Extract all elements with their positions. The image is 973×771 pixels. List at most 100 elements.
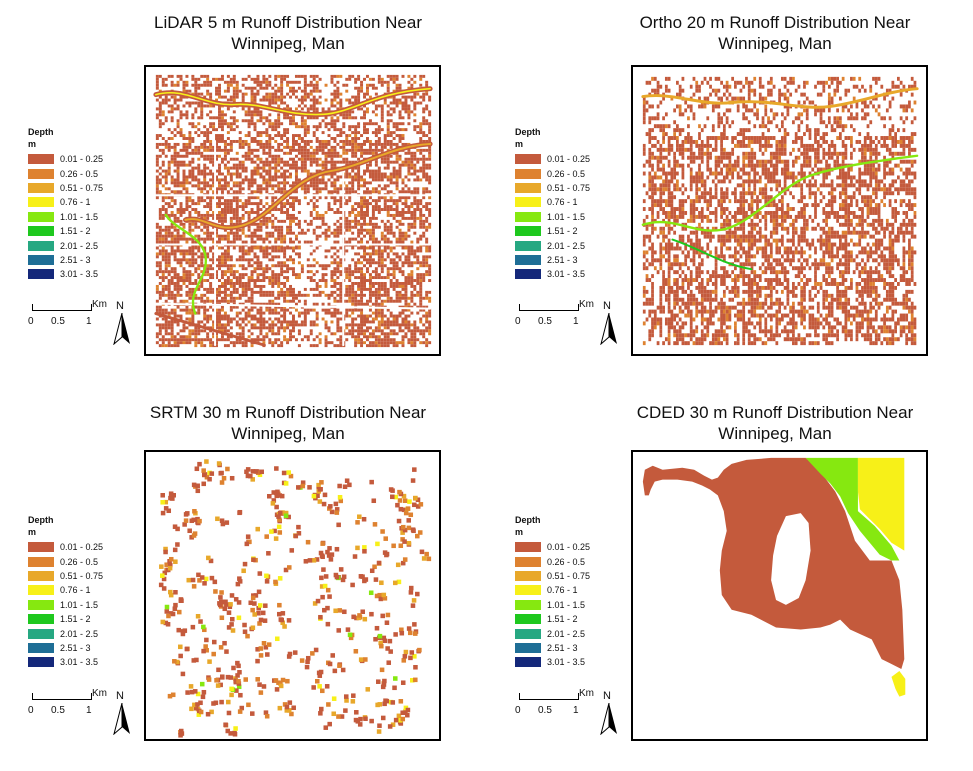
legend-swatch	[515, 182, 541, 193]
legend-swatch	[28, 168, 54, 179]
north-label: N	[603, 690, 611, 702]
north-label: N	[116, 690, 124, 702]
scale-tick-label: 0	[515, 705, 521, 716]
legend-item: 2.01 - 2.5	[28, 626, 103, 640]
legend: Depth m 0.01 - 0.25 0.26 - 0.5 0.51 - 0.75 0.…	[28, 126, 103, 282]
legend-item: 0.01 - 0.25	[28, 152, 103, 166]
runoff-map-ortho	[641, 76, 919, 346]
legend-item: 0.01 - 0.25	[515, 152, 590, 166]
legend-swatch	[28, 657, 54, 668]
panel-lidar: LiDAR 5 m Runoff Distribution Near Winni…	[0, 0, 486, 381]
legend-item: 1.51 - 2	[515, 224, 590, 238]
legend-item: 0.76 - 1	[28, 195, 103, 209]
legend-swatch	[28, 570, 54, 581]
legend-label: 0.26 - 0.5	[60, 168, 99, 179]
scale-tick-label: 1	[573, 316, 579, 327]
legend-swatch	[515, 556, 541, 567]
legend-swatch	[515, 657, 541, 668]
legend-label: 0.26 - 0.5	[547, 168, 586, 179]
legend-swatch	[515, 269, 541, 280]
north-arrow-shape	[113, 703, 130, 735]
legend-label: 0.26 - 0.5	[547, 556, 586, 567]
legend-unit: m	[28, 527, 37, 537]
legend-swatch	[28, 614, 54, 625]
runoff-map-lidar	[153, 74, 433, 348]
legend-swatch	[515, 240, 541, 251]
north-arrow-icon: N	[110, 690, 134, 736]
legend-item: 1.01 - 1.5	[515, 210, 590, 224]
map-title: Ortho 20 m Runoff Distribution Near Winn…	[639, 13, 911, 53]
north-arrow-icon: N	[110, 300, 134, 346]
map-frame	[631, 65, 928, 356]
legend-label: 2.51 - 3	[547, 254, 578, 265]
scale-unit: Km	[579, 299, 594, 310]
legend-label: 0.51 - 0.75	[60, 570, 104, 581]
legend-item: 2.01 - 2.5	[515, 626, 590, 640]
scale-tick-label: 0	[28, 316, 34, 327]
legend-label: 3.01 - 3.5	[547, 657, 586, 668]
north-arrow-shape	[600, 703, 617, 735]
runoff-area-green	[805, 457, 900, 561]
legend-item: 3.01 - 3.5	[515, 267, 590, 281]
runoff-map-cded	[642, 457, 906, 697]
panel-ortho: Ortho 20 m Runoff Distribution Near Winn…	[487, 0, 973, 381]
legend-item: 3.01 - 3.5	[28, 655, 103, 669]
legend: Depth m 0.01 - 0.25 0.26 - 0.5 0.51 - 0.75 0.…	[515, 514, 590, 670]
legend-item: 2.01 - 2.5	[515, 238, 590, 252]
legend-label: 1.01 - 1.5	[60, 599, 99, 610]
legend-swatch	[28, 182, 54, 193]
legend-item: 0.51 - 0.75	[28, 181, 103, 195]
legend-swatch	[515, 154, 541, 165]
legend-swatch	[515, 197, 541, 208]
legend-swatch	[515, 628, 541, 639]
legend-label: 1.51 - 2	[60, 614, 91, 625]
legend-label: 0.01 - 0.25	[60, 542, 104, 553]
legend-label: 2.51 - 3	[60, 642, 91, 653]
legend-item: 1.01 - 1.5	[28, 598, 103, 612]
scale-unit: Km	[579, 688, 594, 699]
legend-swatch	[28, 628, 54, 639]
runoff-area-yellow-small	[891, 670, 906, 697]
legend-item: 0.51 - 0.75	[28, 569, 103, 583]
legend-label: 0.26 - 0.5	[60, 556, 99, 567]
legend-swatch	[515, 542, 541, 553]
legend-swatch	[28, 154, 54, 165]
scale-bar: 0 0.5 1 Km	[515, 687, 625, 737]
legend-title: Depth	[28, 127, 54, 137]
legend-item: 2.51 - 3	[515, 253, 590, 267]
legend-unit: m	[515, 139, 524, 149]
north-arrow-icon: N	[597, 690, 621, 736]
scale-tick-label: 0	[28, 705, 34, 716]
legend-label: 2.01 - 2.5	[547, 628, 586, 639]
legend-swatch	[515, 226, 541, 237]
legend-label: 1.51 - 2	[60, 226, 91, 237]
scale-tick-label: 1	[86, 705, 92, 716]
legend-swatch	[28, 642, 54, 653]
legend-label: 2.01 - 2.5	[547, 240, 586, 251]
legend-label: 0.01 - 0.25	[547, 154, 591, 165]
legend: Depth m 0.01 - 0.25 0.26 - 0.5 0.51 - 0.75 0.…	[515, 126, 590, 282]
legend-label: 2.51 - 3	[547, 642, 578, 653]
scale-tick-label: 0.5	[538, 705, 552, 716]
legend-label: 2.01 - 2.5	[60, 240, 99, 251]
scale-bar: 0 0.5 1 Km	[515, 298, 625, 348]
legend-item: 0.51 - 0.75	[515, 181, 590, 195]
north-label: N	[603, 300, 611, 312]
legend-item: 0.26 - 0.5	[28, 554, 103, 568]
legend-label: 0.76 - 1	[60, 585, 91, 596]
legend-label: 3.01 - 3.5	[60, 269, 99, 280]
legend-title: Depth	[515, 515, 541, 525]
legend-title: Depth	[515, 127, 541, 137]
legend-item: 0.01 - 0.25	[28, 540, 103, 554]
legend-label: 1.01 - 1.5	[547, 599, 586, 610]
legend-label: 3.01 - 3.5	[547, 269, 586, 280]
runoff-map-srtm	[158, 459, 432, 738]
north-label: N	[116, 300, 124, 312]
legend-item: 0.26 - 0.5	[28, 166, 103, 180]
scale-tick-label: 1	[573, 705, 579, 716]
map-frame	[144, 450, 441, 741]
north-arrow-shape	[113, 313, 130, 345]
legend-item: 0.76 - 1	[515, 195, 590, 209]
scale-tick-label: 0.5	[538, 316, 552, 327]
legend-swatch	[28, 254, 54, 265]
